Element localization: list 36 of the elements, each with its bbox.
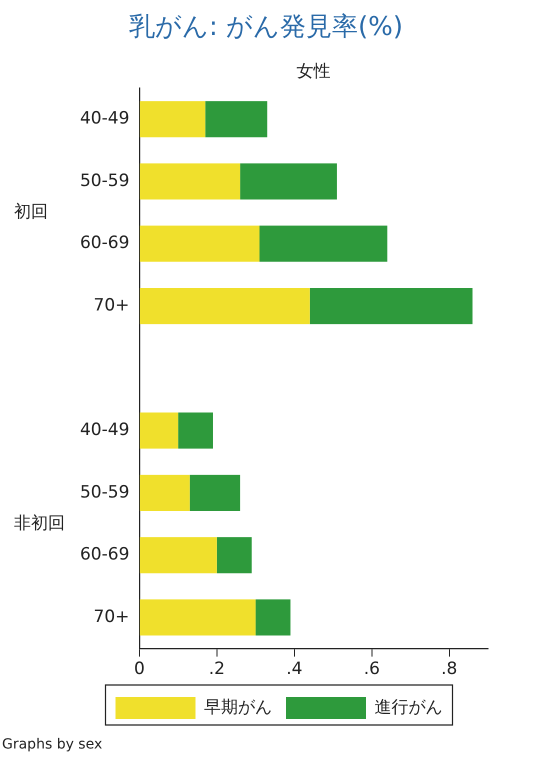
bar — [140, 101, 206, 138]
y-tick-label: 50-59 — [80, 170, 130, 191]
bar — [310, 288, 473, 324]
chart-subtitle: 女性 — [296, 61, 331, 82]
y-tick-label: 40-49 — [80, 108, 130, 129]
x-tick-label: 0 — [134, 659, 145, 680]
y-tick-label: 60-69 — [80, 233, 130, 254]
bar — [140, 537, 217, 574]
bar — [190, 474, 240, 511]
bar — [140, 599, 256, 636]
x-tick-label: .6 — [364, 659, 380, 680]
bar — [259, 226, 388, 262]
legend-label: 進行がん — [374, 697, 442, 718]
bar — [140, 288, 310, 324]
chart-title: 乳がん: がん発見率(%) — [128, 12, 404, 42]
y-tick-label: 60-69 — [80, 544, 130, 565]
legend-label: 早期がん — [204, 697, 272, 718]
text: 初回 — [14, 202, 48, 222]
x-tick-label: .8 — [441, 659, 458, 680]
text: 非初回 — [14, 513, 65, 534]
x-tick-label: .4 — [286, 659, 302, 680]
bar — [205, 101, 268, 138]
y-tick-label: 40-49 — [80, 420, 130, 440]
y-tick-label: 70+ — [94, 606, 130, 627]
bar — [240, 163, 337, 200]
x-tick-label: .2 — [208, 659, 225, 680]
bar — [216, 537, 252, 574]
bar — [140, 412, 178, 449]
bar — [140, 226, 260, 262]
y-tick-label: 70+ — [94, 295, 130, 316]
y-tick-label: 50-59 — [80, 482, 130, 502]
bar — [140, 163, 240, 200]
bar — [140, 474, 190, 511]
bar — [178, 412, 213, 449]
text: Graphs by sex — [2, 736, 102, 753]
bar — [256, 599, 290, 636]
